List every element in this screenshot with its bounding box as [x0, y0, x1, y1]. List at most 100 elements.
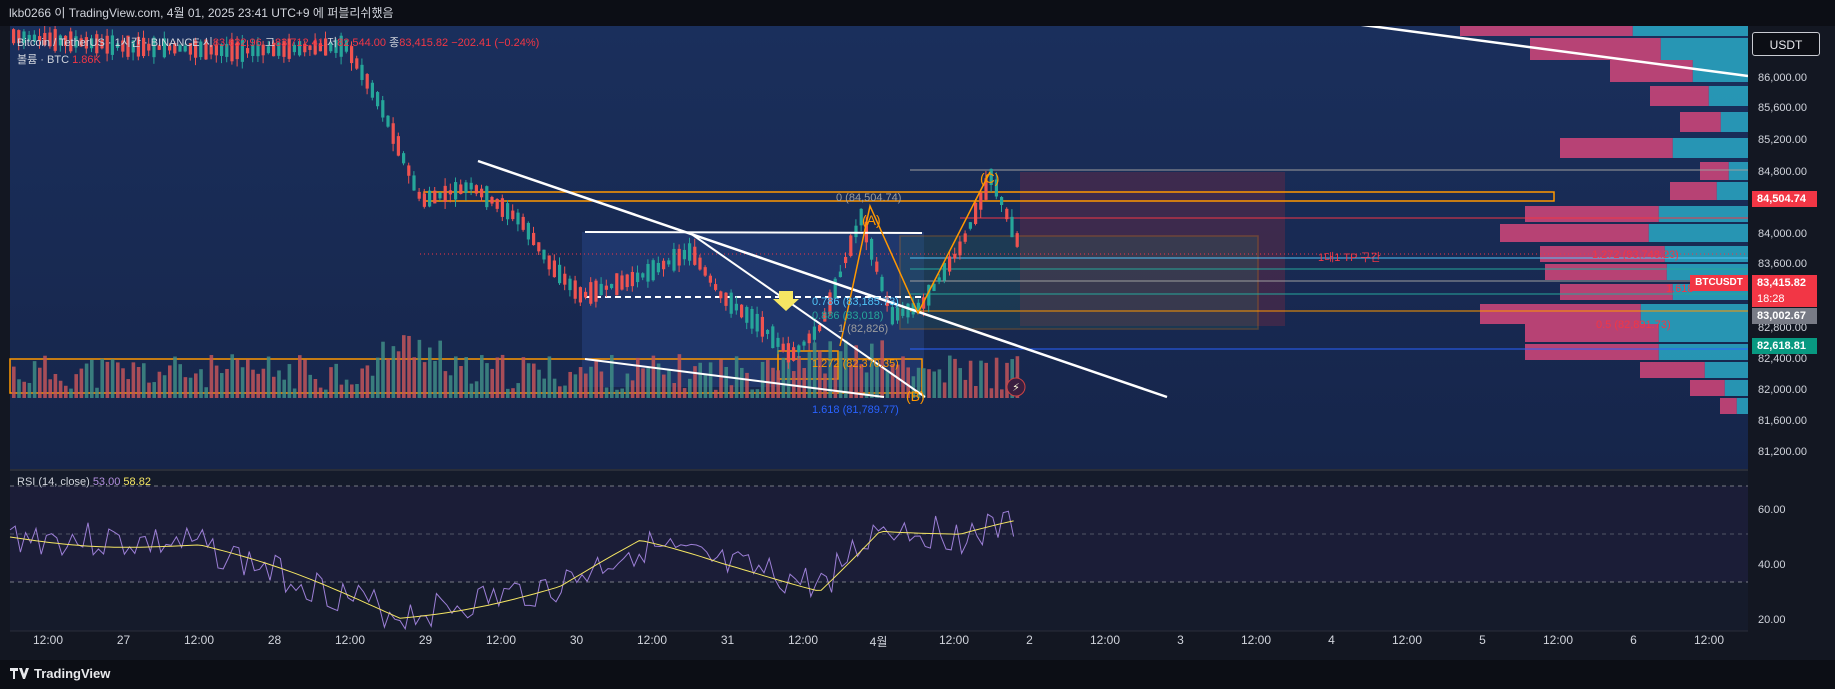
candle-body	[714, 284, 718, 290]
volume-bar	[786, 357, 791, 398]
volume-bar	[589, 366, 593, 398]
candle-body	[459, 184, 463, 195]
trendline-steep[interactable]	[689, 232, 926, 398]
candle-body	[552, 260, 556, 278]
wave-path[interactable]	[839, 171, 991, 347]
candle-body	[953, 253, 957, 259]
candle-body	[854, 225, 858, 238]
volume-bar	[168, 365, 172, 398]
alert-icon[interactable]	[1006, 377, 1026, 397]
range-top-line[interactable]	[584, 231, 923, 234]
volume-bar	[417, 339, 422, 398]
candle-body	[719, 291, 723, 299]
candle-body	[792, 347, 796, 361]
tradingview-brand[interactable]: TradingView	[10, 666, 110, 681]
volume-bar	[355, 384, 359, 398]
rsi-value: 53.00	[92, 476, 121, 488]
volume-bar	[781, 357, 786, 398]
candle-body	[287, 38, 291, 59]
candle-body	[105, 35, 109, 54]
volume-bar	[235, 359, 240, 398]
symbol-name[interactable]: Bitcoin / TetherUS · 1시간 · BINANCE	[17, 37, 200, 49]
candle-body	[771, 326, 775, 349]
candle-body	[365, 74, 369, 89]
candle-body	[677, 248, 681, 266]
profile-bar-buy	[1724, 380, 1748, 396]
volume-bar	[641, 368, 645, 398]
volume-bar	[688, 378, 692, 398]
volume-bar	[542, 378, 546, 398]
candle-body	[823, 312, 827, 322]
rsi-legend[interactable]: RSI (14, close) 53.00 58.82	[17, 476, 151, 488]
price-tick: 82,800.00	[1758, 322, 1807, 334]
candle-body	[131, 40, 135, 53]
profile-bar-sell	[1525, 324, 1659, 342]
candle-body	[537, 242, 541, 252]
candle-body	[646, 263, 650, 282]
volume-bar	[750, 389, 754, 398]
volume-bar	[490, 368, 494, 398]
volume-bar	[979, 360, 983, 398]
volume-bar	[240, 367, 245, 398]
candle-body	[53, 29, 57, 51]
candle-body	[781, 343, 785, 352]
volume-bar	[547, 356, 552, 398]
candle-body	[350, 46, 354, 64]
volume-bar	[53, 373, 58, 398]
candle-body	[984, 178, 988, 200]
volume-bar	[469, 383, 474, 398]
volume-bar	[682, 388, 687, 398]
profile-bar-sell	[1530, 38, 1661, 60]
profile-bar-sell	[1670, 182, 1717, 200]
volume-bar	[968, 360, 973, 398]
volume-legend[interactable]: 볼륨 · BTC 1.86K	[17, 51, 101, 67]
volume-bar	[646, 367, 650, 398]
candle-body	[844, 256, 848, 264]
price-chart[interactable]: ⚡	[0, 26, 1835, 660]
candle-body	[568, 278, 572, 291]
volume-bar	[298, 355, 302, 398]
volume-bar	[906, 367, 910, 398]
candle-body	[240, 40, 244, 62]
profile-bar-sell	[1560, 284, 1673, 300]
candle-body	[500, 198, 504, 217]
volume-bar	[350, 384, 354, 398]
open-label: 시	[202, 37, 213, 49]
publish-info-bar: lkb0266 이 TradingView.com, 4월 01, 2025 2…	[0, 0, 1835, 26]
rsi-ma-line	[9, 520, 1014, 619]
trendline-down-2[interactable]	[1340, 26, 1749, 78]
candle-body	[880, 276, 884, 292]
symbol-legend[interactable]: Bitcoin / TetherUS · 1시간 · BINANCE 시83,6…	[17, 34, 539, 50]
profile-bar-sell	[1560, 138, 1673, 158]
candle-body	[95, 34, 99, 54]
volume-bar	[802, 368, 806, 398]
range-bottom-line[interactable]	[584, 358, 885, 398]
volume-bar	[584, 373, 588, 398]
volume-bar	[152, 382, 156, 398]
volume-bars	[12, 335, 1020, 398]
volume-bar	[942, 382, 947, 398]
volume-bar	[833, 365, 838, 398]
currency-button[interactable]: USDT	[1752, 32, 1820, 56]
time-axis[interactable]	[0, 631, 1835, 660]
candle-body	[937, 277, 941, 282]
trendline-down-1[interactable]	[477, 159, 1168, 399]
volume-bar	[745, 372, 749, 398]
time-tick: 5	[1479, 633, 1486, 647]
candle-body	[1010, 216, 1014, 238]
volume-bar	[38, 367, 42, 398]
volume-bar	[261, 368, 266, 398]
volume-bar	[495, 357, 500, 398]
high-price-label: 84,504.74	[1752, 191, 1817, 207]
candle-body	[625, 274, 629, 288]
candle-body	[152, 37, 156, 58]
volume-bar	[1000, 389, 1004, 398]
close-value: 83,415.82	[399, 37, 449, 49]
volume-bar	[563, 385, 567, 398]
candle-body	[604, 285, 608, 290]
candle-body	[1000, 196, 1004, 206]
candle-body	[948, 256, 952, 272]
volume-bar	[922, 368, 926, 398]
candle-body	[828, 292, 832, 314]
profile-bar-buy	[1708, 86, 1748, 106]
